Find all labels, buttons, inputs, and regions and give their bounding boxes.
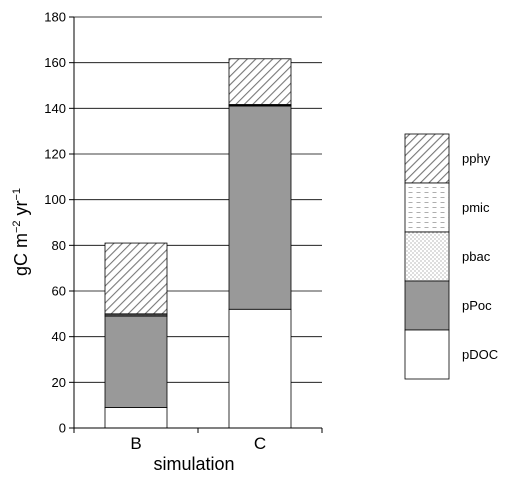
- bar-segment-b-pphy: [104, 242, 168, 315]
- y-axis-title: gC m−2 yr−1: [11, 188, 31, 276]
- x-axis-title: simulation: [153, 454, 234, 474]
- y-tick-label-4: 80: [52, 238, 66, 253]
- bar-segment-c-pphy: [228, 58, 292, 105]
- legend-swatch-pphy: [404, 133, 450, 184]
- y-tick-label-3: 60: [52, 284, 66, 299]
- legend-swatch-pmic: [404, 182, 450, 233]
- axes: [73, 17, 323, 433]
- x-tick-label-c: C: [254, 434, 266, 453]
- legend-swatch-ppoc: [404, 280, 450, 331]
- legend-label-pphy: pphy: [462, 151, 491, 166]
- y-axis-title-sup1: −2: [11, 220, 23, 233]
- y-tick-label-0: 0: [59, 421, 66, 436]
- y-tick-label-1: 20: [52, 375, 66, 390]
- legend-swatch-pdoc: [404, 329, 450, 380]
- bars: [104, 58, 292, 429]
- legend-label-ppoc: pPoc: [462, 298, 492, 313]
- y-axis-title-mid: yr: [11, 200, 31, 220]
- legend-swatch-pbac: [404, 231, 450, 282]
- y-tick-labels: 0 20 40 60 80 100 120 140 160 180: [44, 10, 74, 436]
- legend-label-pbac: pbac: [462, 249, 491, 264]
- x-tick-label-b: B: [130, 434, 141, 453]
- y-axis-title-sup2: −1: [11, 188, 23, 201]
- y-axis-title-main: gC m: [11, 233, 31, 276]
- bar-segment-b-pdoc: [104, 407, 168, 429]
- y-tick-label-6: 120: [44, 147, 66, 162]
- legend-label-pmic: pmic: [462, 200, 490, 215]
- bar-segment-c-pdoc: [228, 308, 292, 429]
- y-tick-label-7: 140: [44, 101, 66, 116]
- legend: pphy pmic pbac pPoc pDOC: [404, 133, 498, 380]
- y-tick-label-9: 180: [44, 10, 66, 25]
- legend-label-pdoc: pDOC: [462, 347, 498, 362]
- bar-segment-b-ppoc: [104, 315, 168, 408]
- y-tick-label-8: 160: [44, 55, 66, 70]
- bar-segment-c-ppoc: [228, 105, 292, 310]
- y-tick-label-2: 40: [52, 329, 66, 344]
- y-tick-label-5: 100: [44, 192, 66, 207]
